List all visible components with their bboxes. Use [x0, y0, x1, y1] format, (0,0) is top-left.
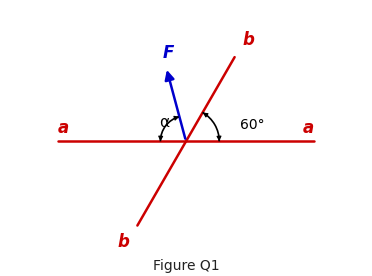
Text: b: b — [118, 233, 130, 251]
Text: Figure Q1: Figure Q1 — [153, 259, 219, 273]
Text: α: α — [159, 115, 169, 130]
Text: a: a — [58, 119, 69, 137]
Text: b: b — [242, 31, 254, 49]
Text: F: F — [163, 44, 174, 62]
Text: a: a — [303, 119, 314, 137]
Text: 60°: 60° — [240, 118, 264, 132]
